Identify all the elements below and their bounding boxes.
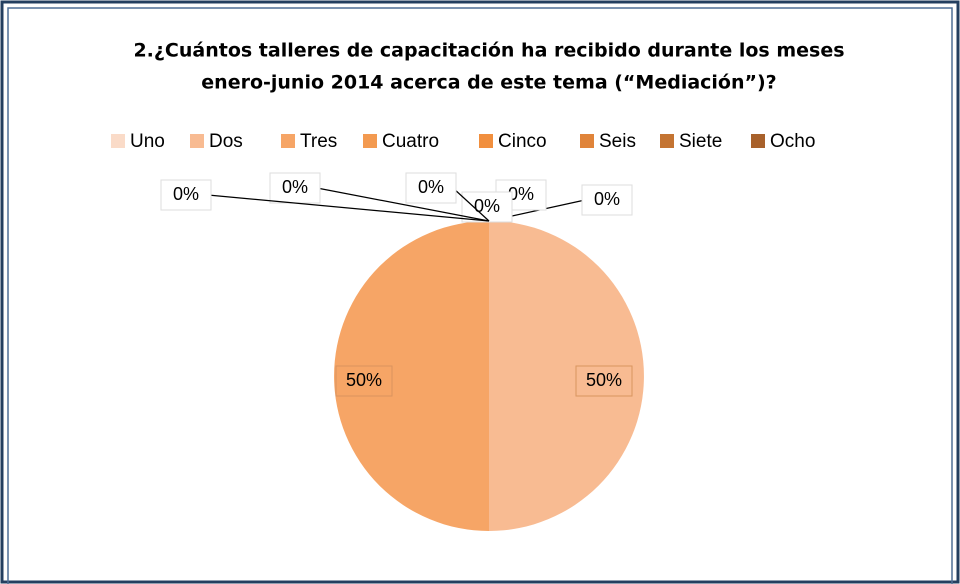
label-box xyxy=(269,172,321,204)
data-label: 0% xyxy=(418,177,444,197)
legend-swatch xyxy=(660,134,674,148)
inner-frame xyxy=(7,7,953,584)
leader-line xyxy=(207,194,490,222)
chart-title: enero-junio 2014 acerca de este tema (“M… xyxy=(201,72,776,94)
leader-line xyxy=(452,187,490,222)
legend-swatch xyxy=(751,134,765,148)
label-box xyxy=(581,184,633,216)
data-label: 0% xyxy=(173,184,199,204)
legend-label: Ocho xyxy=(770,131,815,152)
data-label: 0% xyxy=(282,177,308,197)
legend-swatch xyxy=(111,134,125,148)
label-box xyxy=(335,365,393,397)
leader-line xyxy=(316,187,490,222)
pie-slice xyxy=(334,221,489,531)
legend-label: Uno xyxy=(130,131,165,152)
label-box xyxy=(575,365,633,397)
data-label: 0% xyxy=(508,184,534,204)
legend-swatch xyxy=(190,134,204,148)
legend-label: Tres xyxy=(300,131,337,152)
legend-swatch xyxy=(479,134,493,148)
data-label: 0% xyxy=(474,196,500,216)
label-box xyxy=(405,172,457,204)
data-label: 50% xyxy=(346,370,382,390)
legend-label: Cuatro xyxy=(382,131,439,152)
legend-swatch xyxy=(281,134,295,148)
legend-label: Seis xyxy=(599,131,636,152)
label-box xyxy=(160,179,212,211)
data-label: 50% xyxy=(586,370,622,390)
pie-slice xyxy=(489,221,644,531)
legend-label: Cinco xyxy=(498,131,547,152)
data-label: 0% xyxy=(594,189,620,209)
legend-label: Dos xyxy=(209,131,243,152)
legend-swatch xyxy=(580,134,594,148)
legend-label: Siete xyxy=(679,131,722,152)
chart-title: 2.¿Cuántos talleres de capacitación ha r… xyxy=(133,40,844,62)
legend-swatch xyxy=(363,134,377,148)
